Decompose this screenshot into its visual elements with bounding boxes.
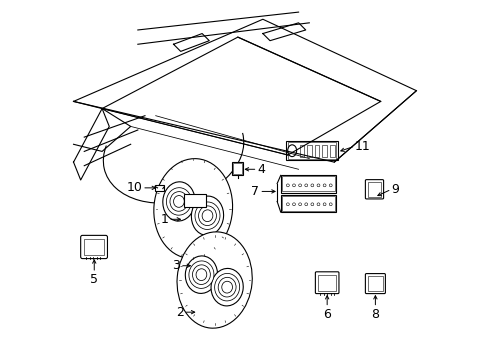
Bar — [315, 145, 319, 157]
Circle shape — [311, 184, 314, 187]
Text: 11: 11 — [355, 140, 371, 153]
Text: 4: 4 — [258, 163, 266, 176]
Bar — [318, 275, 336, 291]
Circle shape — [317, 203, 320, 206]
Text: 2: 2 — [176, 306, 184, 319]
FancyBboxPatch shape — [81, 235, 107, 258]
Ellipse shape — [202, 210, 213, 222]
Text: 9: 9 — [392, 183, 399, 196]
Circle shape — [305, 203, 308, 206]
Ellipse shape — [167, 188, 192, 215]
Bar — [281, 195, 336, 212]
Ellipse shape — [170, 192, 188, 211]
Bar — [307, 145, 312, 157]
Text: 1: 1 — [160, 213, 168, 226]
Ellipse shape — [222, 281, 232, 293]
Circle shape — [323, 203, 326, 206]
Circle shape — [305, 184, 308, 187]
Bar — [282, 176, 335, 192]
Bar — [368, 276, 383, 291]
Text: 6: 6 — [323, 307, 331, 320]
Bar — [286, 141, 338, 160]
Ellipse shape — [288, 145, 296, 157]
Ellipse shape — [192, 196, 223, 235]
Circle shape — [293, 203, 295, 206]
Ellipse shape — [163, 182, 195, 221]
Bar — [233, 163, 243, 174]
Ellipse shape — [154, 159, 233, 258]
Circle shape — [287, 184, 289, 187]
Ellipse shape — [177, 232, 252, 328]
Text: 5: 5 — [90, 273, 98, 286]
Bar — [184, 194, 206, 207]
Ellipse shape — [215, 274, 240, 301]
Bar — [281, 175, 336, 193]
FancyBboxPatch shape — [366, 274, 386, 294]
Ellipse shape — [198, 206, 217, 225]
Ellipse shape — [193, 265, 210, 284]
Circle shape — [293, 184, 295, 187]
Ellipse shape — [218, 277, 236, 297]
Text: 3: 3 — [172, 259, 180, 272]
Bar — [322, 145, 327, 157]
Ellipse shape — [185, 256, 218, 293]
Circle shape — [311, 203, 314, 206]
Circle shape — [323, 184, 326, 187]
Ellipse shape — [211, 269, 243, 306]
Ellipse shape — [195, 202, 220, 229]
Circle shape — [287, 203, 289, 206]
Circle shape — [299, 203, 301, 206]
Bar — [368, 182, 381, 197]
Bar — [84, 239, 104, 255]
Bar — [282, 196, 335, 211]
Circle shape — [329, 184, 332, 187]
Ellipse shape — [173, 195, 184, 207]
Ellipse shape — [196, 269, 207, 280]
Text: 7: 7 — [251, 185, 259, 198]
Circle shape — [329, 203, 332, 206]
Ellipse shape — [189, 261, 214, 288]
Circle shape — [299, 184, 301, 187]
Bar — [288, 142, 337, 159]
Bar — [232, 162, 243, 175]
FancyBboxPatch shape — [366, 180, 384, 199]
Bar — [155, 185, 164, 192]
Bar — [330, 145, 335, 157]
Circle shape — [317, 184, 320, 187]
Bar — [300, 145, 304, 157]
FancyBboxPatch shape — [316, 272, 339, 294]
Text: 8: 8 — [371, 307, 379, 320]
Text: 10: 10 — [126, 181, 142, 194]
